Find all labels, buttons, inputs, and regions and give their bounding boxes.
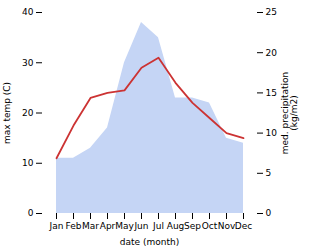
svg-text:Jan: Jan <box>49 221 64 231</box>
svg-text:Feb: Feb <box>66 221 82 231</box>
svg-text:Oct: Oct <box>202 221 218 231</box>
svg-text:Jul: Jul <box>152 221 164 231</box>
svg-text:May: May <box>115 221 134 231</box>
svg-text:Dec: Dec <box>235 221 252 231</box>
svg-text:20: 20 <box>22 108 34 118</box>
svg-text:40: 40 <box>22 7 34 17</box>
svg-text:Jun: Jun <box>133 221 148 231</box>
svg-text:15: 15 <box>266 88 277 98</box>
svg-text:Apr: Apr <box>100 221 116 231</box>
svg-text:max temp (C): max temp (C) <box>2 82 12 144</box>
svg-text:date (month): date (month) <box>120 237 179 247</box>
svg-text:20: 20 <box>266 48 278 58</box>
svg-text:5: 5 <box>266 168 272 178</box>
svg-text:10: 10 <box>266 128 278 138</box>
svg-text:0: 0 <box>28 208 34 218</box>
svg-text:10: 10 <box>22 158 34 168</box>
svg-text:Sep: Sep <box>184 221 201 231</box>
svg-text:25: 25 <box>266 7 277 17</box>
svg-text:0: 0 <box>266 208 272 218</box>
svg-text:Nov: Nov <box>218 221 236 231</box>
svg-text:30: 30 <box>22 58 34 68</box>
svg-text:med. precipitation(kg/m2): med. precipitation(kg/m2) <box>280 72 299 154</box>
svg-text:Aug: Aug <box>167 221 185 231</box>
svg-text:Mar: Mar <box>82 221 99 231</box>
